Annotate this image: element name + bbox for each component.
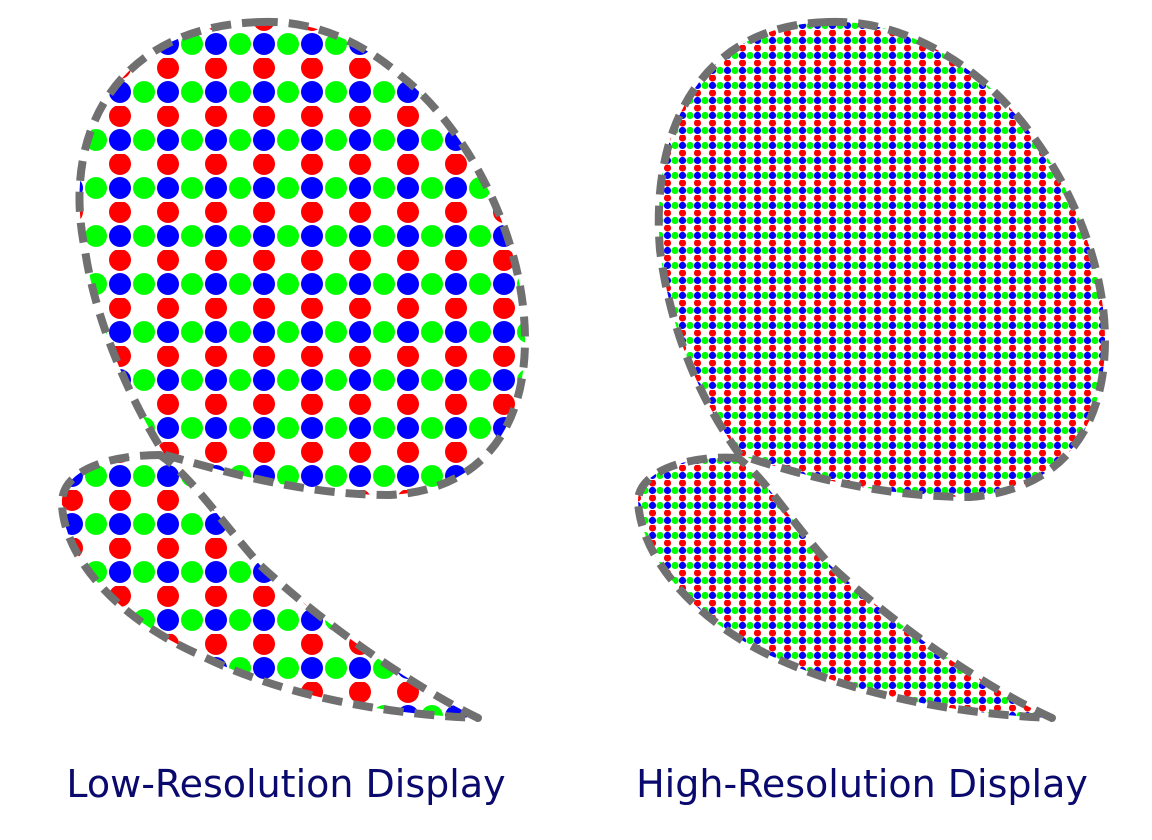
caption-low: Low-Resolution Display	[66, 762, 505, 806]
speech-balloon-body-low	[75, 17, 529, 499]
speech-balloon-body-high	[654, 17, 1109, 501]
high-resolution-panel: High-Resolution Display	[634, 17, 1109, 806]
speech-balloon-tail-low	[58, 451, 482, 722]
caption-high: High-Resolution Display	[636, 762, 1088, 806]
low-resolution-panel: Low-Resolution Display	[58, 17, 529, 806]
speech-balloon-tail-high	[634, 453, 1056, 722]
